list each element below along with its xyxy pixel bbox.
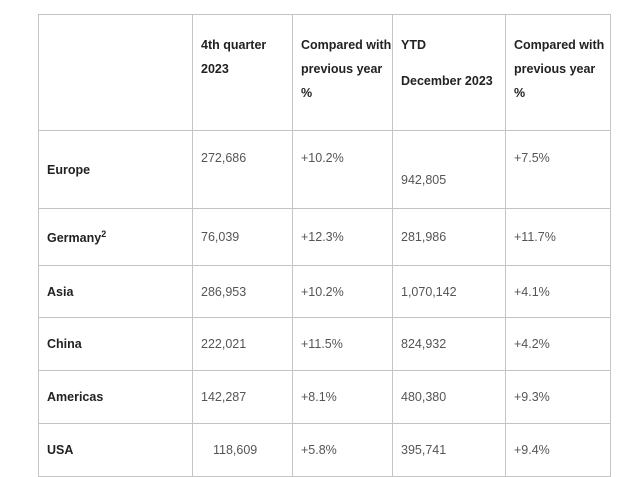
data-cell: 76,039 bbox=[192, 208, 293, 266]
data-table: 4th quarter 2023 Compared with previous yea… bbox=[38, 14, 611, 477]
row-label: Europe bbox=[38, 130, 193, 209]
row-label-text: Germany bbox=[47, 231, 102, 246]
header-line: December 2023 bbox=[401, 74, 493, 88]
header-line: previous year bbox=[301, 62, 383, 76]
header-line: 4th quarter bbox=[201, 38, 267, 52]
row-label-text: Americas bbox=[47, 390, 104, 404]
row-label-text: China bbox=[47, 337, 82, 351]
data-cell: +5.8% bbox=[292, 423, 393, 477]
data-cell: 142,287 bbox=[192, 370, 293, 424]
row-label: China bbox=[38, 317, 193, 371]
row-label-text: Asia bbox=[47, 284, 74, 299]
header-line: % bbox=[301, 86, 313, 100]
data-cell: 942,805 bbox=[392, 130, 506, 209]
header-line: YTD bbox=[401, 38, 426, 52]
header-cell: 4th quarter 2023 bbox=[192, 14, 293, 131]
data-row: Americas 142,287 +8.1% 480,380 +9.3% bbox=[38, 370, 611, 424]
data-cell: +12.3% bbox=[292, 208, 393, 266]
header-line: 2023 bbox=[201, 62, 229, 76]
data-cell: +10.2% bbox=[292, 265, 393, 318]
header-line: Compared with bbox=[514, 38, 605, 52]
footnote-mark: 2 bbox=[101, 228, 107, 239]
data-cell: +9.4% bbox=[505, 423, 611, 477]
data-cell: 272,686 bbox=[192, 130, 293, 209]
row-label: Germany2 bbox=[38, 208, 193, 266]
data-row: Europe 272,686 +10.2% 942,805 +7.5% bbox=[38, 130, 611, 209]
data-cell: +4.2% bbox=[505, 317, 611, 371]
data-cell: +11.7% bbox=[505, 208, 611, 266]
data-cell: +9.3% bbox=[505, 370, 611, 424]
data-row: USA 118,609 +5.8% 395,741 +9.4% bbox=[38, 423, 611, 477]
data-cell: +4.1% bbox=[505, 265, 611, 318]
header-line: previous year bbox=[514, 62, 596, 76]
page: {"table": { "header": [ [], ["4th quarte… bbox=[38, 14, 611, 477]
row-label: USA bbox=[38, 423, 193, 477]
data-cell: +8.1% bbox=[292, 370, 393, 424]
data-cell: 286,953 bbox=[192, 265, 293, 318]
spacer bbox=[401, 57, 505, 69]
data-row: Asia 286,953 +10.2% 1,070,142 +4.1% bbox=[38, 265, 611, 318]
data-cell: 1,070,142 bbox=[392, 265, 506, 318]
header-cell: Compared with previous year% bbox=[292, 14, 393, 131]
data-cell: +11.5% bbox=[292, 317, 393, 371]
data-cell: 395,741 bbox=[392, 423, 506, 477]
header-cell: Compared with previous year% bbox=[505, 14, 611, 131]
data-row: China 222,021 +11.5% 824,932 +4.2% bbox=[38, 317, 611, 371]
data-cell: 824,932 bbox=[392, 317, 506, 371]
header-line: Compared with bbox=[301, 38, 392, 52]
data-cell: 118,609 bbox=[192, 423, 293, 477]
data-cell: 281,986 bbox=[392, 208, 506, 266]
header-cell: YTD December 2023 bbox=[392, 14, 506, 131]
header-line: % bbox=[514, 86, 526, 100]
row-label: Asia bbox=[38, 265, 193, 318]
data-row: Germany2 76,039 +12.3% 281,986 +11.7% bbox=[38, 208, 611, 266]
data-cell: 480,380 bbox=[392, 370, 506, 424]
data-cell: +7.5% bbox=[505, 130, 611, 209]
row-label: Americas bbox=[38, 370, 193, 424]
row-label-text: USA bbox=[47, 443, 74, 457]
data-cell: +10.2% bbox=[292, 130, 393, 209]
header-row: 4th quarter 2023 Compared with previous yea… bbox=[38, 14, 611, 131]
header-cell bbox=[38, 14, 193, 131]
data-cell: 222,021 bbox=[192, 317, 293, 371]
row-label-text: Europe bbox=[47, 162, 91, 177]
